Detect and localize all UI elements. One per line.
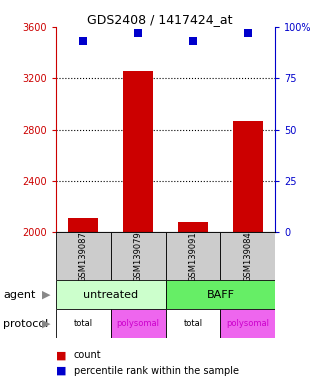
Text: GSM139087: GSM139087 [79,231,88,282]
Text: polysomal: polysomal [117,319,160,328]
Bar [233,121,263,232]
Text: ■: ■ [56,366,67,376]
Bar [166,280,275,309]
Bar [56,309,111,338]
Text: count: count [74,350,101,360]
Text: ▶: ▶ [42,290,51,300]
Bar [56,232,111,280]
Bar [178,222,208,232]
Point [81,38,86,44]
Bar [220,232,275,280]
Text: ■: ■ [56,350,67,360]
Bar [111,309,166,338]
Text: total: total [74,319,93,328]
Text: polysomal: polysomal [226,319,269,328]
Bar [68,218,99,232]
Point [190,38,196,44]
Bar [123,71,153,232]
Text: percentile rank within the sample: percentile rank within the sample [74,366,239,376]
Bar [166,309,220,338]
Text: GSM139084: GSM139084 [243,231,252,282]
Text: GDS2408 / 1417424_at: GDS2408 / 1417424_at [87,13,233,26]
Bar [56,280,166,309]
Text: total: total [183,319,203,328]
Text: ▶: ▶ [42,318,51,329]
Text: GSM139091: GSM139091 [188,231,197,281]
Text: agent: agent [3,290,36,300]
Point [136,30,141,36]
Text: protocol: protocol [3,318,48,329]
Text: untreated: untreated [83,290,138,300]
Bar [166,232,220,280]
Text: BAFF: BAFF [206,290,235,300]
Bar [220,309,275,338]
Bar [111,232,166,280]
Point [245,30,250,36]
Text: GSM139079: GSM139079 [134,231,143,282]
